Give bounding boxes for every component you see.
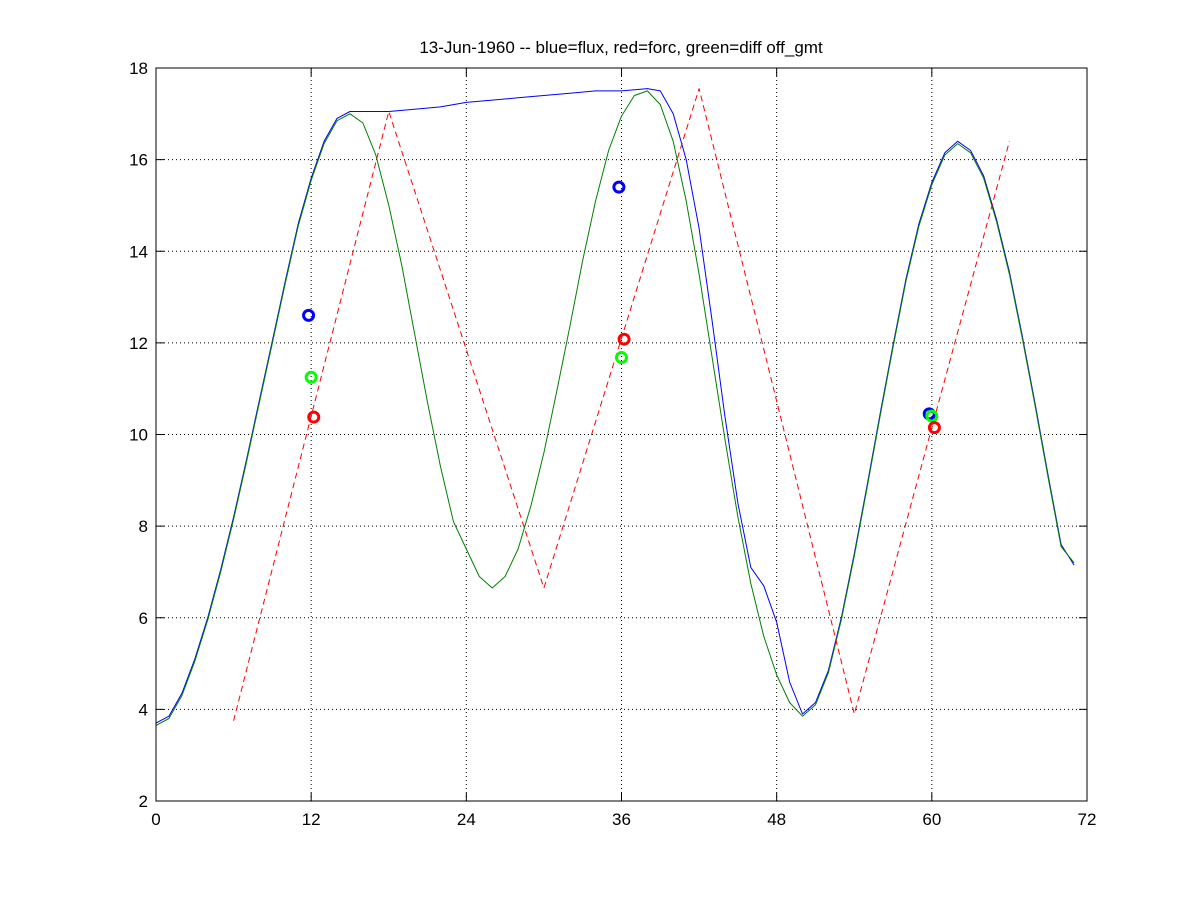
data-point-marker — [304, 370, 318, 384]
series-flux-line — [155, 88, 1075, 724]
x-tick-label: 24 — [457, 810, 476, 829]
marker-layer — [302, 180, 941, 435]
x-tick-label: 60 — [922, 810, 941, 829]
y-tick-label: 4 — [139, 700, 148, 719]
chart-title: 13-Jun-1960 -- blue=flux, red=forc, gree… — [419, 38, 823, 57]
y-tick-label: 18 — [129, 59, 148, 78]
data-point-marker — [925, 409, 939, 423]
data-point-marker — [927, 421, 941, 435]
y-tick-label: 14 — [129, 242, 148, 261]
series-forc-line — [233, 88, 1010, 721]
x-tick-label: 72 — [1078, 810, 1097, 829]
y-tick-label: 12 — [129, 334, 148, 353]
x-tick-label: 0 — [151, 810, 160, 829]
series-diff-line — [155, 90, 1075, 726]
plot-area — [156, 68, 1087, 801]
x-tick-label: 48 — [767, 810, 786, 829]
y-tick-label: 6 — [139, 609, 148, 628]
x-tick-label: 12 — [302, 810, 321, 829]
data-point-marker — [617, 332, 631, 346]
data-point-marker — [615, 351, 628, 365]
data-point-marker — [307, 410, 321, 424]
data-point-marker — [302, 308, 316, 322]
y-tick-label: 2 — [139, 792, 148, 811]
y-tick-label: 16 — [129, 151, 148, 170]
data-point-marker — [612, 180, 626, 194]
y-tick-label: 8 — [139, 517, 148, 536]
series-layer — [155, 88, 1075, 726]
y-tick-label: 10 — [129, 426, 148, 445]
x-tick-label: 36 — [612, 810, 631, 829]
